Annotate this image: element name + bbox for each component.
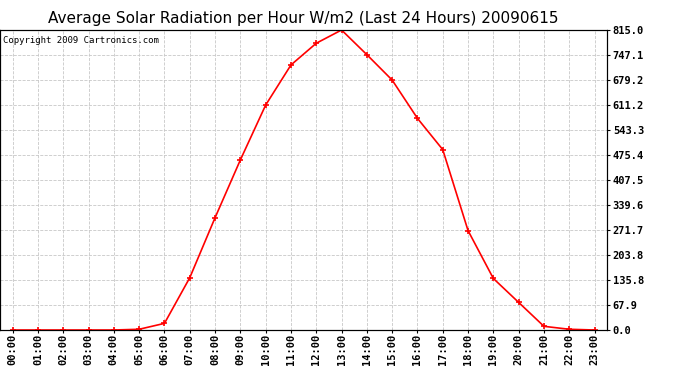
Text: Average Solar Radiation per Hour W/m2 (Last 24 Hours) 20090615: Average Solar Radiation per Hour W/m2 (L… — [48, 11, 559, 26]
Text: Copyright 2009 Cartronics.com: Copyright 2009 Cartronics.com — [3, 36, 159, 45]
